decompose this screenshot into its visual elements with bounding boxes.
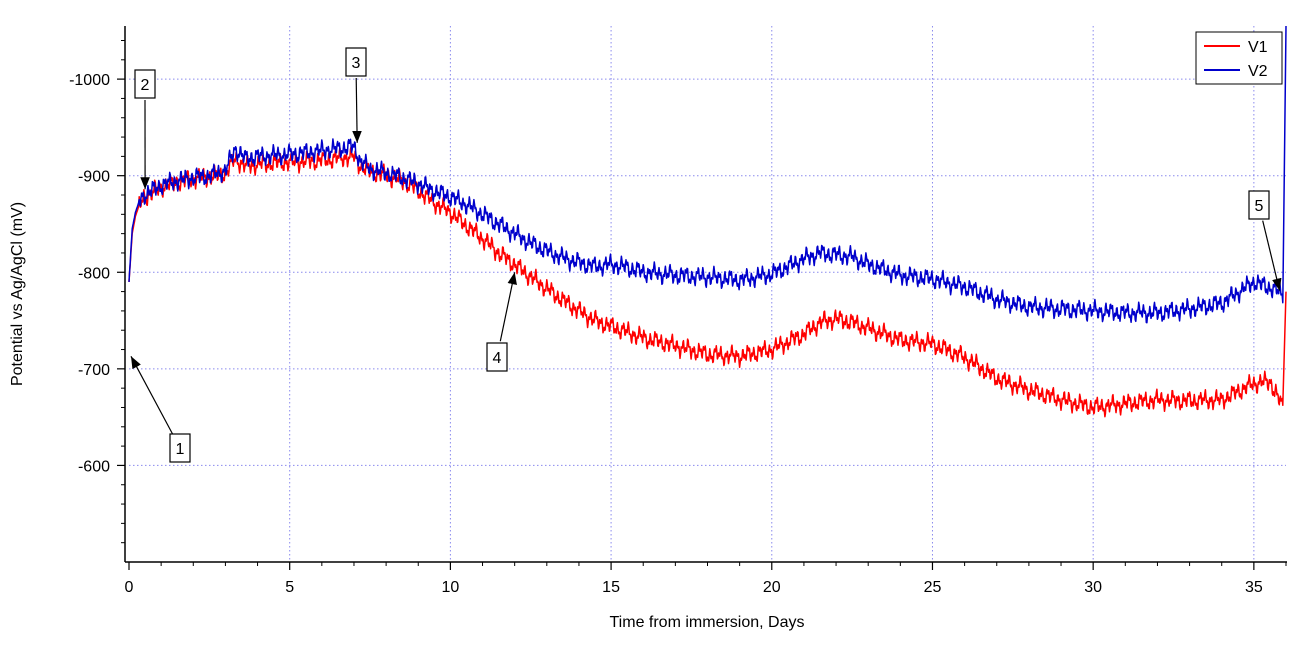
x-tick-label: 10 — [441, 579, 459, 596]
series-group — [128, 25, 1287, 418]
annotation-label: 1 — [176, 441, 185, 458]
annotation-arrow — [499, 272, 517, 342]
series-line-v1 — [128, 145, 1287, 418]
annotation-arrow — [1262, 220, 1282, 291]
annotation-label: 5 — [1255, 198, 1264, 215]
legend-box — [1195, 31, 1283, 85]
annotation-label: 4 — [493, 350, 502, 367]
x-tick-label: 15 — [602, 579, 620, 596]
annotation-box — [134, 69, 156, 99]
y-tick-label: -900 — [78, 169, 110, 186]
legend: V1 V2 — [1195, 31, 1283, 85]
x-axis-label: Time from immersion, Days — [610, 614, 805, 631]
annotation-label: 3 — [352, 55, 361, 72]
x-tick-label: 35 — [1245, 579, 1263, 596]
annotation-box — [1248, 190, 1270, 220]
annotation-box — [345, 47, 367, 77]
y-tick-label: -800 — [78, 265, 110, 282]
annotation-box — [169, 433, 191, 463]
y-tick-label: -1000 — [69, 72, 110, 89]
annotation-arrow — [352, 77, 362, 143]
grid — [129, 26, 1286, 562]
annotations: 1 2 3 4 5 — [130, 47, 1282, 463]
x-tick-label: 5 — [285, 579, 294, 596]
y-tick-label: -700 — [78, 362, 110, 379]
y-axis-label: Potential vs Ag/AgCl (mV) — [9, 202, 26, 386]
legend-label-v2: V2 — [1248, 63, 1268, 80]
x-tick-label: 30 — [1084, 579, 1102, 596]
annotation-label: 2 — [141, 77, 150, 94]
ticks: 0 5 10 15 20 25 30 35-600-700-800-900-1000 — [69, 39, 1287, 596]
x-tick-label: 0 — [125, 579, 134, 596]
series-line-v2 — [128, 25, 1287, 324]
y-tick-label: -600 — [78, 458, 110, 475]
axes — [124, 26, 1287, 563]
legend-label-v1: V1 — [1248, 39, 1268, 56]
x-tick-label: 20 — [763, 579, 781, 596]
annotation-box — [486, 342, 508, 372]
x-tick-label: 25 — [924, 579, 942, 596]
annotation-arrow — [130, 356, 174, 435]
